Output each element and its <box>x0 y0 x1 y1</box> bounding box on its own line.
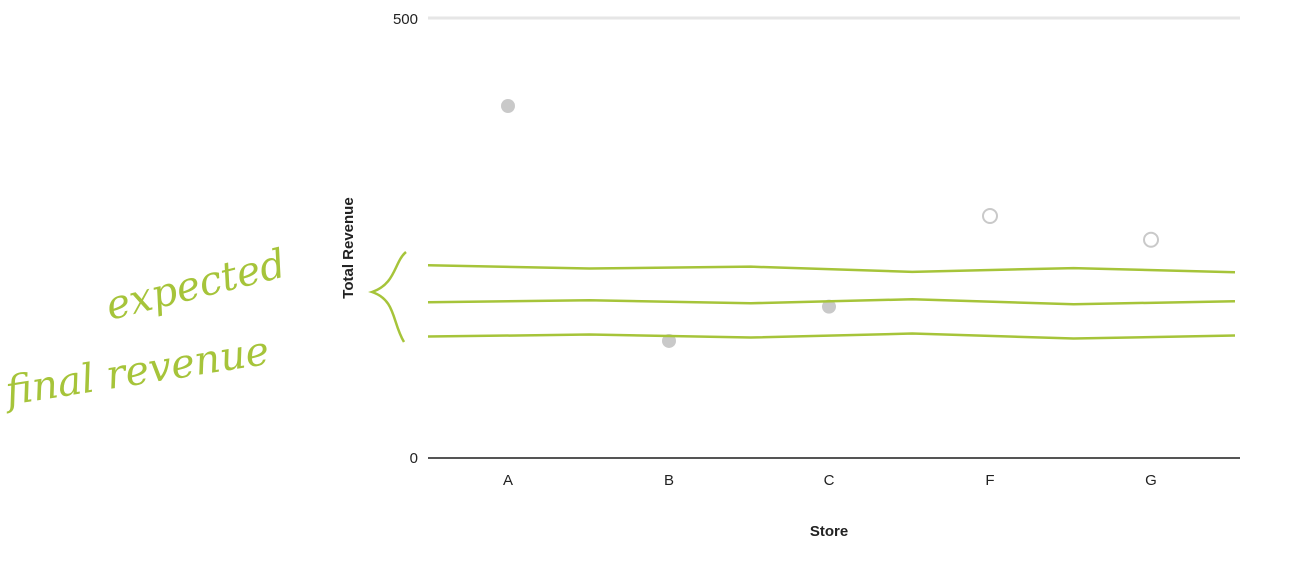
data-point-b <box>662 333 676 348</box>
annotation-brace <box>368 251 407 343</box>
handwritten-annotation: expected final revenue <box>0 241 1236 416</box>
x-tick-label-c: C <box>824 472 835 489</box>
x-tick-label-f: F <box>985 472 994 489</box>
y-tick-label-top: 500 <box>393 11 418 28</box>
x-axis-title: Store <box>810 523 848 540</box>
data-point-a <box>501 99 515 113</box>
data-point-f <box>982 208 998 224</box>
x-tick-label-g: G <box>1145 472 1157 489</box>
data-point-c <box>822 299 836 314</box>
annotation-text-line1: expected <box>101 241 290 330</box>
x-tick-label-b: B <box>664 472 674 489</box>
annotation-line-2 <box>427 297 1236 306</box>
annotation-line-1 <box>427 264 1236 274</box>
data-point-g <box>1143 231 1159 248</box>
y-tick-label-bottom: 0 <box>410 450 418 467</box>
x-tick-label-a: A <box>503 472 513 489</box>
annotation-text-line2: final revenue <box>0 328 272 416</box>
y-axis-title: Total Revenue <box>340 197 357 298</box>
annotation-line-3 <box>427 332 1236 340</box>
